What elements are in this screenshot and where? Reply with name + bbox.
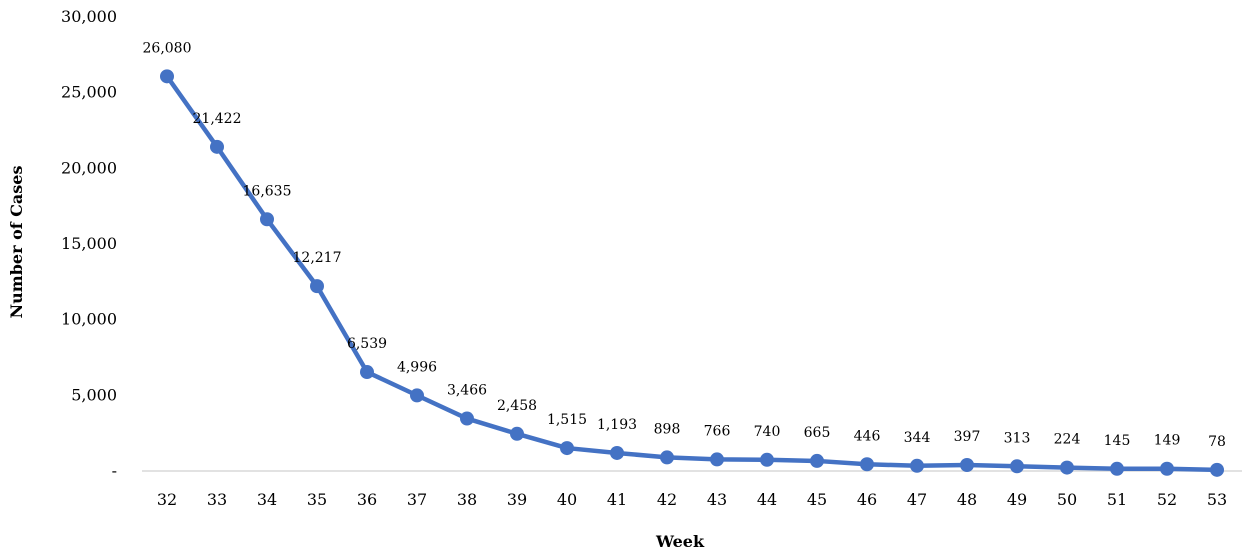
data-label: 397 — [954, 429, 981, 445]
x-tick-label: 47 — [907, 490, 927, 509]
data-point — [560, 441, 574, 456]
x-tick-label: 36 — [357, 490, 377, 509]
x-tick-label: 44 — [757, 490, 777, 509]
y-axis-title: Number of Cases — [7, 166, 26, 319]
x-tick-label: 39 — [507, 490, 527, 509]
y-tick-label: 15,000 — [61, 234, 117, 253]
data-label: 21,422 — [193, 111, 242, 127]
data-label: 898 — [654, 421, 681, 437]
x-tick-label: 51 — [1107, 490, 1127, 509]
y-tick-label: 20,000 — [61, 158, 117, 177]
data-points — [160, 69, 1224, 477]
x-tick-label: 45 — [807, 490, 827, 509]
data-point — [1160, 461, 1174, 476]
x-tick-label: 43 — [707, 490, 727, 509]
x-tick-label: 32 — [157, 490, 177, 509]
data-point — [960, 457, 974, 472]
x-tick-label: 49 — [1007, 490, 1027, 509]
y-tick-label: 25,000 — [61, 83, 117, 102]
data-label: 149 — [1154, 433, 1181, 449]
data-label: 313 — [1004, 430, 1031, 446]
data-point — [1060, 460, 1074, 475]
data-point — [710, 452, 724, 467]
data-point — [660, 450, 674, 465]
data-point — [760, 452, 774, 467]
data-label: 26,080 — [143, 40, 192, 56]
x-tick-label: 41 — [607, 490, 627, 509]
data-label: 145 — [1104, 433, 1131, 449]
data-label: 16,635 — [243, 183, 292, 199]
data-point — [1010, 459, 1024, 474]
data-point — [610, 445, 624, 460]
x-tick-label: 46 — [857, 490, 877, 509]
y-tick-label: 30,000 — [61, 7, 117, 26]
x-tick-label: 37 — [407, 490, 427, 509]
y-tick-label: 5,000 — [71, 385, 117, 404]
data-label: 344 — [904, 430, 931, 446]
data-label: 665 — [804, 425, 831, 441]
x-tick-label: 38 — [457, 490, 477, 509]
data-point — [310, 279, 324, 294]
data-label: 446 — [854, 428, 881, 444]
x-tick-label: 40 — [557, 490, 577, 509]
data-point — [910, 458, 924, 473]
data-point — [360, 365, 374, 380]
x-tick-label: 52 — [1157, 490, 1177, 509]
x-tick-label: 53 — [1207, 490, 1227, 509]
data-label: 740 — [754, 424, 781, 440]
data-point — [1110, 461, 1124, 476]
data-label: 1,193 — [597, 417, 637, 433]
data-point — [460, 411, 474, 426]
data-labels: 26,080 21,422 16,635 12,217 6,539 4,996 3,466 2… — [143, 40, 1226, 449]
y-tick-label: - — [112, 461, 117, 480]
data-point — [210, 139, 224, 154]
data-point — [860, 457, 874, 472]
x-tick-label: 48 — [957, 490, 977, 509]
data-label: 1,515 — [547, 412, 587, 428]
data-label: 3,466 — [447, 383, 487, 399]
x-axis-title: Week — [655, 532, 705, 551]
x-axis-ticks: 32 33 34 35 36 37 38 39 40 41 42 43 44 45 46 47 48 49 50 51… — [157, 490, 1227, 509]
x-tick-label: 50 — [1057, 490, 1077, 509]
x-tick-label: 42 — [657, 490, 677, 509]
data-point — [160, 69, 174, 84]
x-tick-label: 34 — [257, 490, 277, 509]
data-label: 78 — [1208, 434, 1226, 450]
x-tick-label: 35 — [307, 490, 327, 509]
data-label: 6,539 — [347, 336, 387, 352]
data-point — [1210, 462, 1224, 477]
data-label: 4,996 — [397, 359, 437, 375]
x-tick-label: 33 — [207, 490, 227, 509]
y-tick-label: 10,000 — [61, 310, 117, 329]
data-point — [410, 388, 424, 403]
y-axis-ticks: - 5,000 10,000 15,000 20,000 25,000 30,000 — [61, 7, 117, 480]
data-point — [260, 212, 274, 227]
series-line — [164, 74, 1220, 473]
data-label: 766 — [704, 423, 731, 439]
data-label: 12,217 — [293, 250, 342, 266]
data-label: 224 — [1054, 432, 1081, 448]
data-label: 2,458 — [497, 398, 537, 414]
data-point — [510, 426, 524, 441]
data-point — [810, 453, 824, 468]
